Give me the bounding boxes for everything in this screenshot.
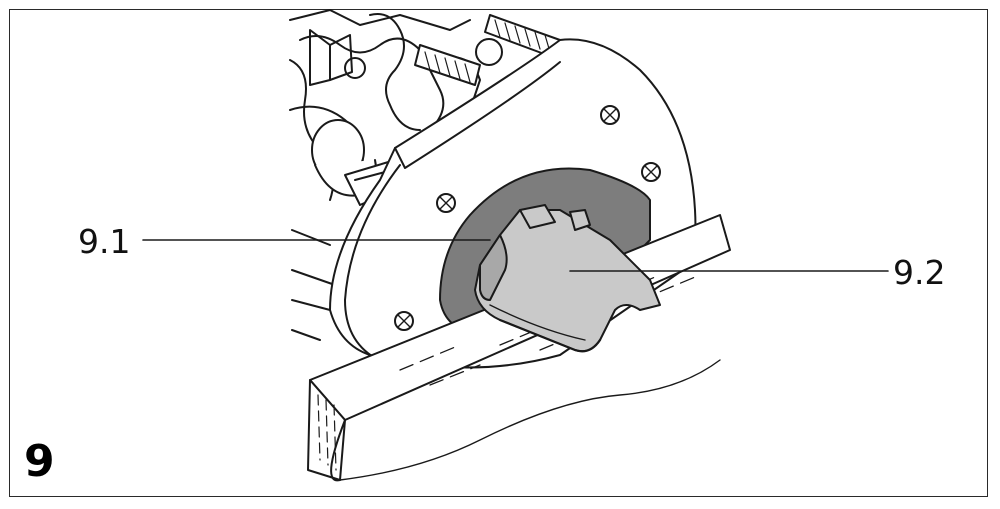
callout-9-2: 9.2	[893, 253, 946, 292]
threaded-rods	[414, 14, 561, 86]
knob	[311, 119, 406, 206]
callout-9-1: 9.1	[78, 222, 131, 261]
figure-frame	[9, 9, 988, 497]
guard-cap	[474, 204, 661, 353]
figure-number: 9	[24, 436, 55, 487]
